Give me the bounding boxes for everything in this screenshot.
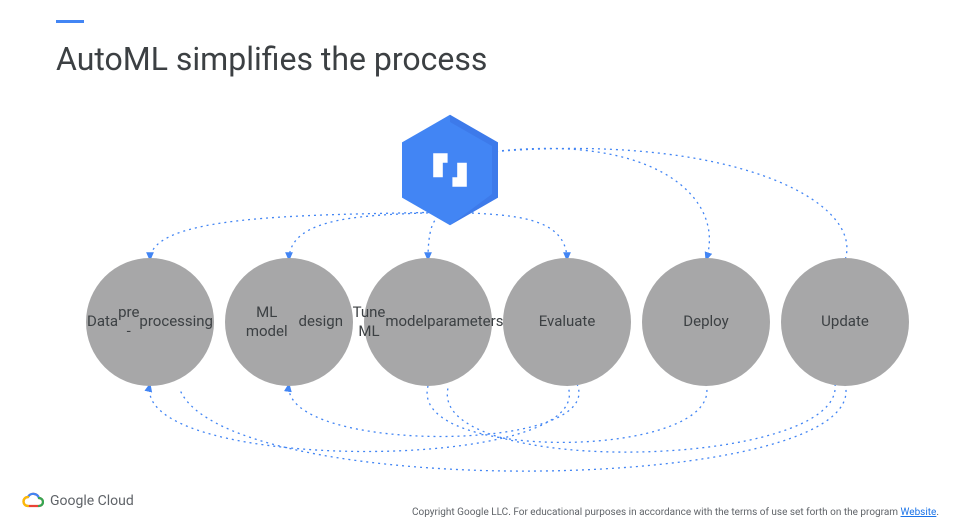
process-diagram: Datapre -processingML modeldesignTune ML… <box>0 100 955 480</box>
google-cloud-icon <box>22 492 44 510</box>
page-title: AutoML simplifies the process <box>56 40 487 78</box>
step-3: Evaluate <box>503 258 631 386</box>
copyright-suffix: . <box>936 507 939 518</box>
step-1: ML modeldesign <box>225 258 353 386</box>
copyright-text: Copyright Google LLC. For educational pu… <box>412 507 901 518</box>
accent-bar <box>56 20 84 23</box>
footer-copyright: Copyright Google LLC. For educational pu… <box>412 507 939 518</box>
footer-brand-text: Google Cloud <box>50 493 134 509</box>
step-2: Tune MLmodelparameters <box>364 258 492 386</box>
step-5: Update <box>781 258 909 386</box>
step-0: Datapre -processing <box>86 258 214 386</box>
automl-hexagon-icon <box>390 110 510 234</box>
footer-logo: Google Cloud <box>22 492 134 510</box>
step-4: Deploy <box>642 258 770 386</box>
website-link[interactable]: Website <box>901 507 937 518</box>
